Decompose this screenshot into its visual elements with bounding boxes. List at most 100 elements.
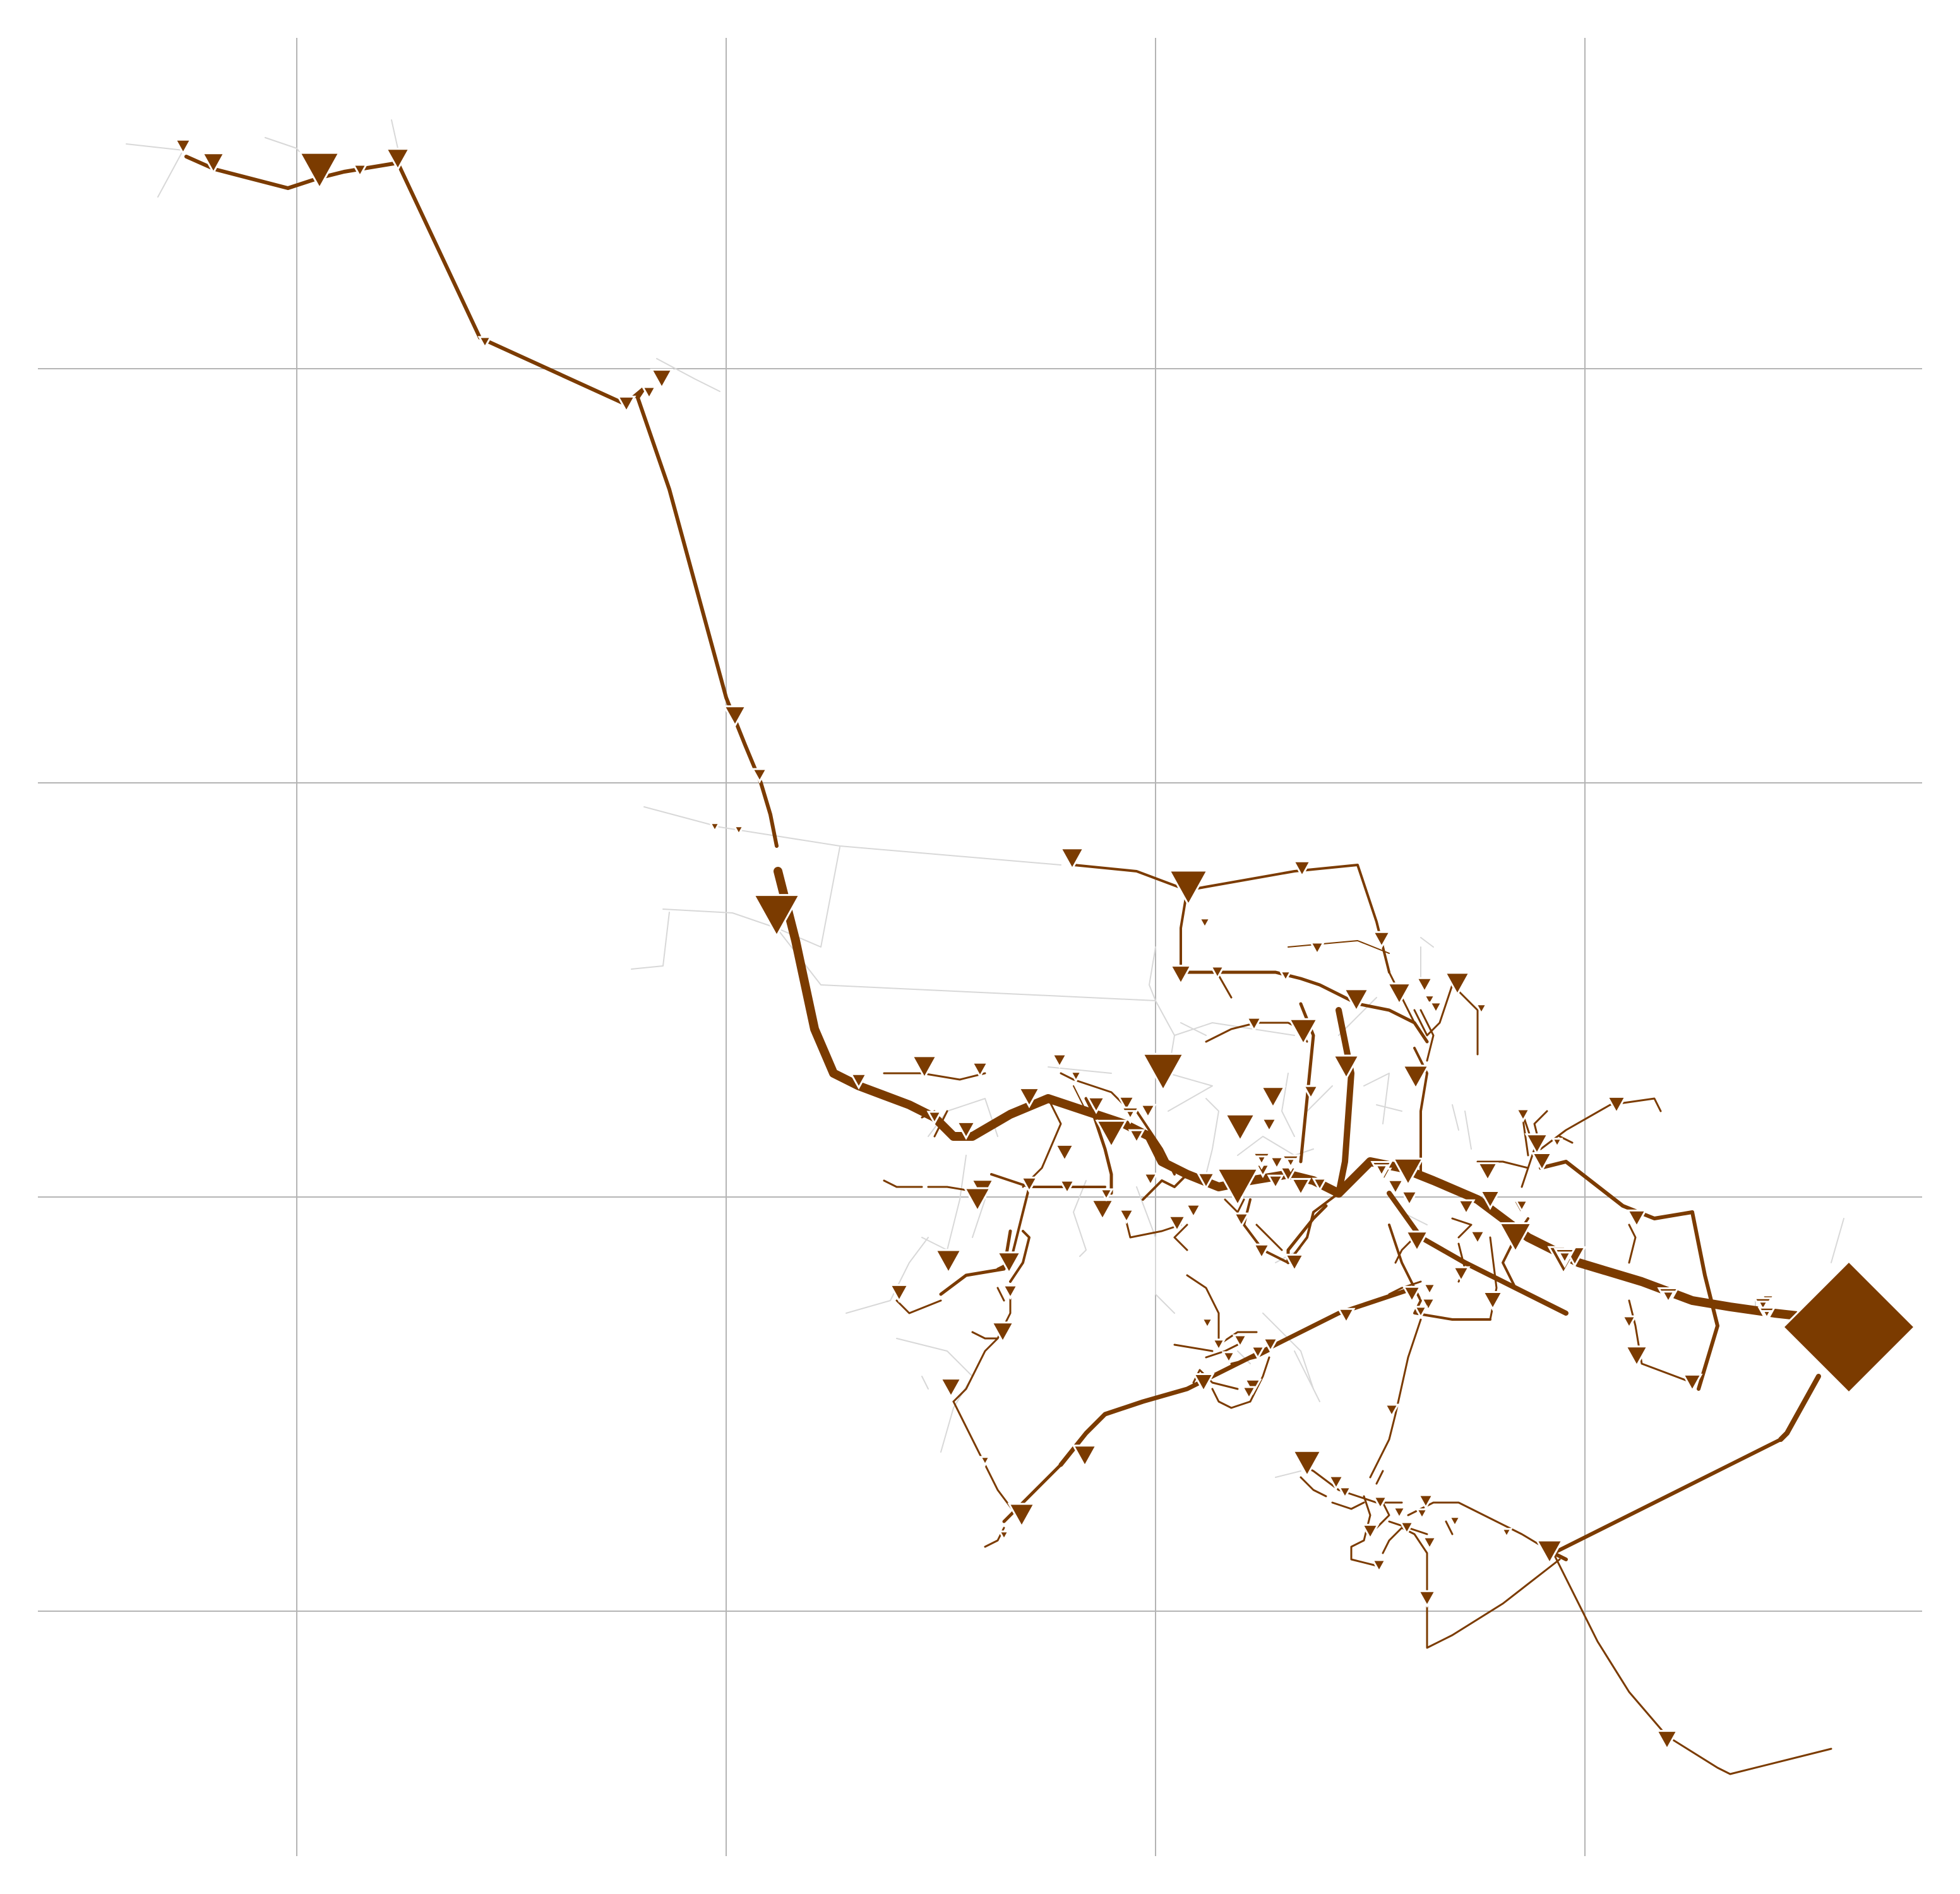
pipe-24 xyxy=(933,1110,948,1138)
pipe-62 xyxy=(1445,1520,1454,1535)
inactive-pipe-11 xyxy=(1149,946,1156,1001)
demand-node-triangle-down-icon-114 xyxy=(1422,1283,1437,1297)
demand-node-triangle-down-icon-39 xyxy=(1386,982,1413,1006)
demand-node-triangle-down-icon-4 xyxy=(385,148,411,172)
demand-node-triangle-down-icon-90 xyxy=(1524,1133,1550,1156)
demand-node-triangle-down-icon-9 xyxy=(722,705,748,728)
demand-node-triangle-down-icon-136 xyxy=(1371,1559,1387,1574)
demand-node-triangle-down-icon-42 xyxy=(1423,994,1437,1007)
inactive-pipe-19 xyxy=(1136,1186,1175,1314)
demand-node-triangle-down-icon-53 xyxy=(1269,1156,1285,1171)
demand-node-triangle-down-icon-60 xyxy=(1196,1172,1216,1190)
demand-node-triangle-down-icon-105 xyxy=(888,1284,910,1303)
pipe-50 xyxy=(1558,1135,1574,1144)
demand-node-triangle-down-icon-140 xyxy=(1655,1730,1679,1751)
pipe-29 xyxy=(1123,1211,1182,1239)
pipe-79 xyxy=(1211,1388,1252,1409)
demand-node-triangle-down-icon-68 xyxy=(1099,1188,1114,1202)
inactive-pipe-37 xyxy=(1831,1218,1844,1263)
demand-node-triangle-down-icon-106 xyxy=(1001,1284,1019,1300)
pipe-52 xyxy=(1551,1438,1783,1561)
demand-node-triangle-down-icon-17 xyxy=(1017,1087,1041,1109)
pipe-63 xyxy=(1375,1470,1384,1485)
pipe-47 xyxy=(1628,1299,1694,1384)
demand-node-hollow-triangle-icon-1 xyxy=(1284,1158,1297,1169)
demand-node-triangle-down-icon-46 xyxy=(1288,1018,1319,1046)
demand-node-triangle-down-icon-11 xyxy=(708,822,721,833)
pipe-75 xyxy=(1205,1343,1239,1359)
demand-node-triangle-down-icon-124 xyxy=(1241,1386,1257,1401)
demand-node-triangle-down-icon-104 xyxy=(996,1251,1022,1275)
inactive-pipe-22 xyxy=(1237,1136,1314,1156)
demand-node-triangle-down-icon-63 xyxy=(1058,1179,1076,1195)
demand-node-triangle-down-icon-72 xyxy=(1284,1253,1305,1273)
demand-node-triangle-down-icon-103 xyxy=(934,1249,963,1275)
inactive-pipe-9 xyxy=(1174,1022,1295,1036)
demand-node-triangle-down-icon-32 xyxy=(1169,965,1193,986)
demand-node-triangle-down-icon-91 xyxy=(1531,1152,1553,1172)
demand-node-triangle-down-icon-71 xyxy=(1252,1243,1271,1260)
demand-node-triangle-down-icon-85 xyxy=(1452,1266,1471,1283)
demand-node-triangle-down-icon-127 xyxy=(1337,1486,1353,1500)
demand-node-triangle-down-icon-19 xyxy=(1069,1071,1083,1083)
demand-node-triangle-down-icon-100 xyxy=(1682,1373,1703,1393)
demand-node-triangle-down-icon-31 xyxy=(1198,917,1212,930)
demand-node-triangle-down-icon-109 xyxy=(979,1456,991,1467)
demand-node-triangle-down-icon-122 xyxy=(1192,1373,1215,1393)
pipe-48 xyxy=(1539,1097,1662,1150)
demand-node-triangle-down-icon-120 xyxy=(1250,1345,1266,1361)
pipe-12 xyxy=(1419,1009,1435,1062)
inactive-pipe-35 xyxy=(1237,1350,1251,1364)
demand-node-triangle-down-icon-1 xyxy=(201,152,226,175)
demand-node-triangle-down-icon-134 xyxy=(1448,1516,1462,1528)
demand-node-triangle-down-icon-76 xyxy=(1400,1190,1419,1207)
demand-node-triangle-down-icon-111 xyxy=(998,1530,1010,1542)
demand-node-triangle-down-icon-135 xyxy=(1421,1536,1438,1551)
pipe-14 xyxy=(1205,1021,1258,1043)
inactive-pipe-15 xyxy=(972,1199,986,1238)
demand-node-triangle-down-icon-110 xyxy=(1007,1503,1036,1529)
demand-node-triangle-down-icon-50 xyxy=(1260,1086,1286,1110)
demand-node-triangle-down-icon-132 xyxy=(1392,1506,1407,1520)
demand-node-hollow-triangle-icon-7 xyxy=(1761,1310,1772,1320)
demand-node-triangle-down-icon-62 xyxy=(1118,1208,1135,1224)
demand-node-triangle-down-icon-41 xyxy=(1443,972,1471,997)
demand-node-triangle-down-icon-58 xyxy=(1290,1177,1312,1197)
pipe-39 xyxy=(1451,1217,1473,1239)
pipe-40 xyxy=(1388,1280,1422,1295)
demand-node-triangle-down-icon-38 xyxy=(1342,988,1370,1013)
demand-node-triangle-down-icon-67 xyxy=(1090,1199,1115,1222)
pipe-70 xyxy=(952,1293,1012,1403)
pipe-83 xyxy=(1255,1224,1283,1251)
pipe-82 xyxy=(1173,1343,1214,1352)
demand-node-triangle-down-icon-99 xyxy=(1624,1345,1649,1368)
demand-node-triangle-down-icon-49 xyxy=(1302,1085,1320,1100)
inactive-pipe-6 xyxy=(631,912,670,970)
demand-node-triangle-down-icon-119 xyxy=(1221,1351,1236,1365)
demand-node-triangle-down-icon-81 xyxy=(1498,1222,1533,1254)
demand-node-triangle-down-icon-30 xyxy=(1168,869,1209,907)
inactive-pipe-2 xyxy=(391,119,398,149)
demand-node-hollow-triangle-icon-5 xyxy=(1661,1290,1676,1304)
pipe-85 xyxy=(1331,1501,1365,1510)
pipe-55 xyxy=(1426,1558,1561,1649)
demand-node-triangle-down-icon-35 xyxy=(1371,931,1392,949)
demand-node-triangle-down-icon-51 xyxy=(1260,1117,1278,1133)
demand-node-triangle-down-icon-126 xyxy=(1327,1475,1345,1491)
reservoir-diamond-icon xyxy=(1781,1260,1916,1395)
demand-node-triangle-down-icon-88 xyxy=(1413,1306,1428,1319)
pipe-4 xyxy=(1179,970,1429,1044)
demand-node-triangle-down-icon-125 xyxy=(1291,1450,1323,1478)
demand-node-hollow-triangle-icon-2 xyxy=(1124,1110,1137,1121)
pipe-32 xyxy=(1173,1224,1188,1251)
inactive-pipe-10 xyxy=(1180,1022,1207,1036)
pipe-36 xyxy=(1394,1236,1416,1264)
demand-node-triangle-down-icon-131 xyxy=(1399,1521,1415,1536)
demand-node-triangle-down-icon-94 xyxy=(1606,1095,1627,1115)
pipe-46 xyxy=(1628,1224,1637,1264)
pipe-6 xyxy=(1217,974,1233,999)
demand-node-triangle-down-icon-28 xyxy=(1128,1129,1145,1145)
inactive-pipe-33 xyxy=(1262,1313,1314,1390)
demand-node-triangle-down-icon-129 xyxy=(1417,1494,1435,1510)
